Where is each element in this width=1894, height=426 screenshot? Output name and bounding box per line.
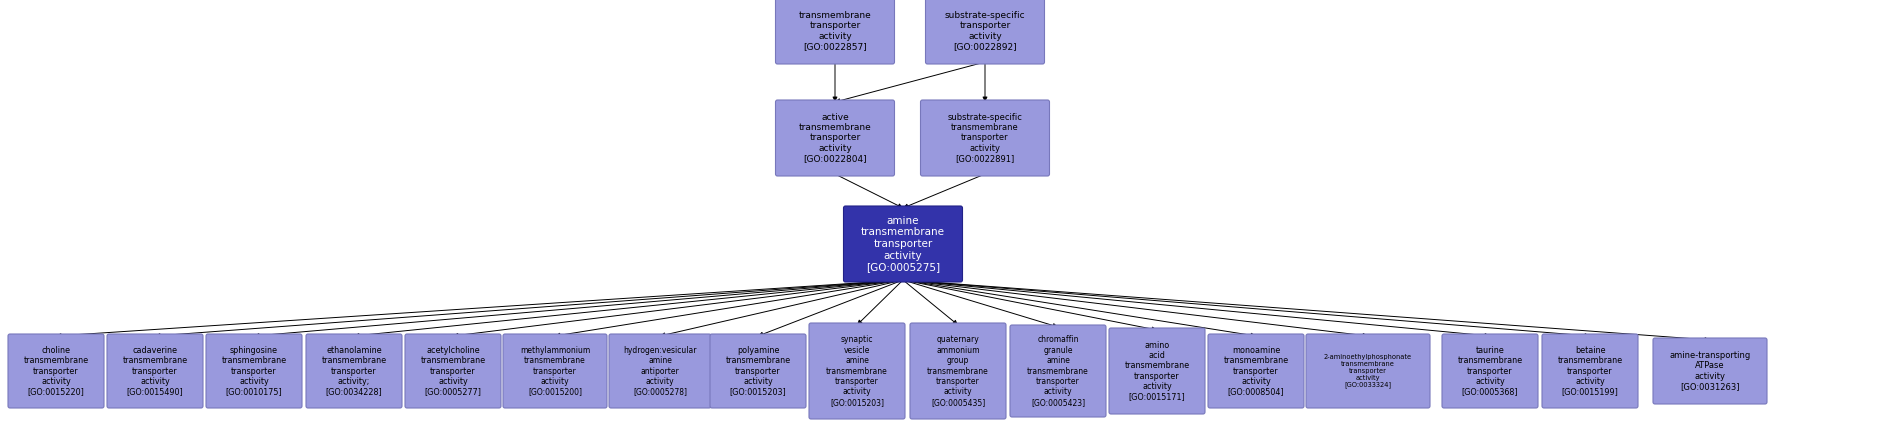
Text: acetylcholine
transmembrane
transporter
activity
[GO:0005277]: acetylcholine transmembrane transporter …	[420, 346, 485, 396]
Text: substrate-specific
transporter
activity
[GO:0022892]: substrate-specific transporter activity …	[945, 11, 1025, 51]
FancyBboxPatch shape	[710, 334, 807, 408]
Text: 2-aminoethylphosphonate
transmembrane
transporter
activity
[GO:0033324]: 2-aminoethylphosphonate transmembrane tr…	[1324, 354, 1413, 389]
FancyBboxPatch shape	[307, 334, 402, 408]
Text: monoamine
transmembrane
transporter
activity
[GO:0008504]: monoamine transmembrane transporter acti…	[1224, 346, 1288, 396]
FancyBboxPatch shape	[1110, 328, 1205, 414]
Text: polyamine
transmembrane
transporter
activity
[GO:0015203]: polyamine transmembrane transporter acti…	[725, 346, 790, 396]
Text: synaptic
vesicle
amine
transmembrane
transporter
activity
[GO:0015203]: synaptic vesicle amine transmembrane tra…	[826, 335, 888, 407]
FancyBboxPatch shape	[8, 334, 104, 408]
Text: amine
transmembrane
transporter
activity
[GO:0005275]: amine transmembrane transporter activity…	[862, 216, 945, 272]
FancyBboxPatch shape	[206, 334, 301, 408]
FancyBboxPatch shape	[775, 0, 894, 64]
FancyBboxPatch shape	[926, 0, 1044, 64]
FancyBboxPatch shape	[405, 334, 502, 408]
Text: ethanolamine
transmembrane
transporter
activity;
[GO:0034228]: ethanolamine transmembrane transporter a…	[322, 346, 386, 396]
FancyBboxPatch shape	[504, 334, 606, 408]
FancyBboxPatch shape	[775, 100, 894, 176]
Text: methylammonium
transmembrane
transporter
activity
[GO:0015200]: methylammonium transmembrane transporter…	[519, 346, 591, 396]
Text: sphingosine
transmembrane
transporter
activity
[GO:0010175]: sphingosine transmembrane transporter ac…	[222, 346, 286, 396]
Text: betaine
transmembrane
transporter
activity
[GO:0015199]: betaine transmembrane transporter activi…	[1557, 346, 1623, 396]
Text: active
transmembrane
transporter
activity
[GO:0022804]: active transmembrane transporter activit…	[799, 113, 871, 163]
Text: taurine
transmembrane
transporter
activity
[GO:0005368]: taurine transmembrane transporter activi…	[1458, 346, 1523, 396]
FancyBboxPatch shape	[909, 323, 1006, 419]
FancyBboxPatch shape	[843, 206, 962, 282]
FancyBboxPatch shape	[1208, 334, 1303, 408]
FancyBboxPatch shape	[1653, 338, 1767, 404]
FancyBboxPatch shape	[1542, 334, 1638, 408]
Text: choline
transmembrane
transporter
activity
[GO:0015220]: choline transmembrane transporter activi…	[23, 346, 89, 396]
Text: transmembrane
transporter
activity
[GO:0022857]: transmembrane transporter activity [GO:0…	[799, 11, 871, 51]
Text: amino
acid
transmembrane
transporter
activity
[GO:0015171]: amino acid transmembrane transporter act…	[1125, 340, 1189, 401]
FancyBboxPatch shape	[809, 323, 905, 419]
Text: chromaffin
granule
amine
transmembrane
transporter
activity
[GO:0005423]: chromaffin granule amine transmembrane t…	[1027, 335, 1089, 407]
FancyBboxPatch shape	[106, 334, 203, 408]
Text: cadaverine
transmembrane
transporter
activity
[GO:0015490]: cadaverine transmembrane transporter act…	[123, 346, 188, 396]
FancyBboxPatch shape	[610, 334, 710, 408]
Text: hydrogen:vesicular
amine
antiporter
activity
[GO:0005278]: hydrogen:vesicular amine antiporter acti…	[623, 346, 697, 396]
FancyBboxPatch shape	[1441, 334, 1538, 408]
Text: amine-transporting
ATPase
activity
[GO:0031263]: amine-transporting ATPase activity [GO:0…	[1669, 351, 1750, 391]
FancyBboxPatch shape	[1010, 325, 1106, 417]
FancyBboxPatch shape	[920, 100, 1049, 176]
Text: substrate-specific
transmembrane
transporter
activity
[GO:0022891]: substrate-specific transmembrane transpo…	[947, 113, 1023, 163]
FancyBboxPatch shape	[1307, 334, 1430, 408]
Text: quaternary
ammonium
group
transmembrane
transporter
activity
[GO:0005435]: quaternary ammonium group transmembrane …	[928, 335, 989, 407]
